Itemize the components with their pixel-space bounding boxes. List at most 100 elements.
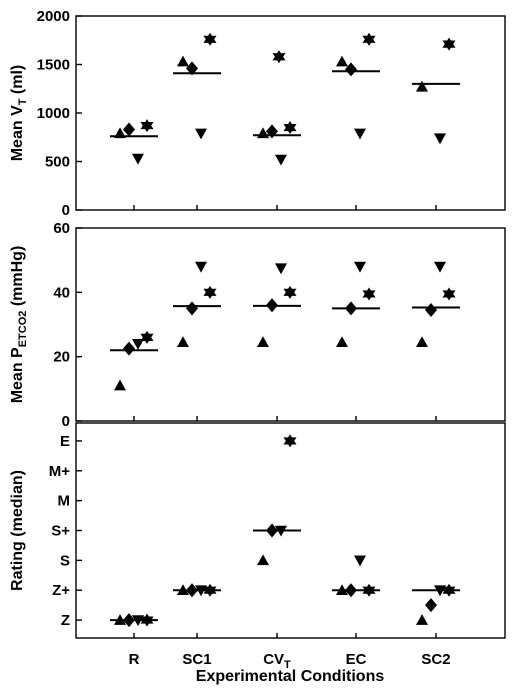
y-tick-label: S+ bbox=[51, 523, 70, 540]
data-point-star bbox=[362, 32, 376, 46]
y-axis-title-subscript: T bbox=[17, 98, 29, 105]
y-tick-label: 60 bbox=[53, 220, 70, 237]
data-point-star bbox=[272, 50, 286, 64]
y-axis-title-unit: (mmHg) bbox=[9, 246, 26, 311]
data-point-star bbox=[203, 32, 217, 46]
y-tick-label: 2000 bbox=[37, 8, 70, 25]
y-tick-label: 20 bbox=[53, 349, 70, 366]
data-point-triangle-up bbox=[257, 336, 269, 347]
data-point-star bbox=[442, 287, 456, 301]
data-point-diamond bbox=[425, 598, 437, 613]
data-point-star bbox=[442, 37, 456, 51]
y-tick-label: M bbox=[58, 493, 71, 510]
data-point-diamond bbox=[266, 124, 278, 139]
data-point-triangle-up bbox=[114, 127, 126, 139]
data-point-triangle-up bbox=[416, 614, 428, 625]
y-tick-label: 500 bbox=[45, 154, 70, 171]
data-point-diamond bbox=[186, 301, 198, 316]
data-point-diamond bbox=[345, 583, 357, 598]
data-point-diamond bbox=[345, 301, 357, 316]
data-point-triangle-down bbox=[354, 555, 366, 567]
data-point-triangle-down bbox=[195, 128, 207, 140]
y-tick-label: 0 bbox=[62, 202, 70, 219]
data-point-diamond bbox=[266, 298, 278, 313]
data-point-diamond bbox=[425, 303, 437, 318]
y-axis-title-subscript: ETCO2 bbox=[17, 311, 29, 348]
data-point-triangle-down bbox=[132, 615, 144, 627]
data-point-diamond bbox=[345, 62, 357, 77]
data-point-star bbox=[442, 583, 456, 597]
y-tick-label: 1000 bbox=[37, 105, 70, 122]
data-point-star bbox=[283, 285, 297, 299]
data-point-triangle-up bbox=[336, 55, 348, 67]
data-point-triangle-up bbox=[257, 127, 269, 139]
x-category-labels: R SC1 CVT EC SC2 bbox=[129, 651, 451, 671]
y-axis-title-unit: (ml) bbox=[9, 65, 26, 99]
data-point-star bbox=[203, 285, 217, 299]
x-tick-label-main: R bbox=[129, 651, 140, 668]
x-tick-label: CVT bbox=[263, 651, 291, 671]
data-point-star bbox=[203, 583, 217, 597]
data-point-triangle-down bbox=[354, 261, 366, 273]
data-point-triangle-down bbox=[354, 128, 366, 140]
x-tick-label-main: EC bbox=[346, 651, 367, 668]
y-axis-title: Rating (median) bbox=[9, 470, 26, 591]
data-point-triangle-up bbox=[114, 614, 126, 625]
data-point-star bbox=[283, 121, 297, 135]
data-point-triangle-up bbox=[177, 584, 189, 596]
panel-frame bbox=[75, 227, 506, 422]
data-point-diamond bbox=[266, 523, 278, 538]
data-point-star bbox=[283, 434, 297, 448]
y-tick-label: E bbox=[60, 433, 70, 450]
x-tick-label: R bbox=[129, 651, 140, 668]
x-tick-label-subscript: T bbox=[284, 659, 291, 671]
panel-petco2: 0 20 40 60 Mean PETCO2 (mmHg) bbox=[9, 220, 506, 430]
data-point-triangle-down bbox=[434, 585, 446, 597]
y-axis-title-main: Mean V bbox=[9, 105, 26, 161]
x-tick-label: SC1 bbox=[182, 651, 211, 668]
data-point-triangle-down bbox=[434, 261, 446, 273]
data-point-triangle-up bbox=[416, 336, 428, 347]
x-tick-label-main: SC2 bbox=[421, 651, 450, 668]
data-point-triangle-down bbox=[275, 263, 287, 275]
data-point-star bbox=[140, 330, 154, 344]
data-point-diamond bbox=[186, 61, 198, 76]
x-tick-label-main: SC1 bbox=[182, 651, 211, 668]
panel-frame bbox=[75, 15, 506, 211]
data-point-triangle-down bbox=[434, 133, 446, 145]
data-point-triangle-up bbox=[177, 55, 189, 67]
data-point-diamond bbox=[123, 341, 135, 356]
y-tick-label: M+ bbox=[49, 463, 70, 480]
data-point-triangle-up bbox=[177, 336, 189, 347]
x-tick-label: SC2 bbox=[421, 651, 450, 668]
data-point-diamond bbox=[186, 583, 198, 598]
panel-vt: 0 500 1000 1500 2000 Mean VT (ml) bbox=[9, 8, 506, 219]
panel-rating: Z Z+ S S+ M M+ E Rating (median) bbox=[9, 422, 506, 639]
y-axis-title-main: Rating (median) bbox=[9, 470, 26, 591]
data-point-star bbox=[140, 119, 154, 133]
x-tick-label-main: CV bbox=[263, 651, 284, 668]
data-point-triangle-up bbox=[114, 379, 126, 391]
data-point-triangle-up bbox=[336, 584, 348, 596]
data-point-triangle-down bbox=[132, 339, 144, 350]
data-point-triangle-down bbox=[275, 154, 287, 166]
y-tick-label: S bbox=[60, 552, 70, 569]
data-point-triangle-up bbox=[257, 554, 269, 566]
y-tick-label: 0 bbox=[62, 413, 70, 430]
y-tick-label: Z bbox=[61, 612, 70, 629]
data-point-star bbox=[362, 287, 376, 301]
y-axis-title: Mean PETCO2 (mmHg) bbox=[9, 246, 29, 404]
data-point-triangle-down bbox=[195, 585, 207, 597]
y-tick-label: 40 bbox=[53, 284, 70, 301]
y-axis-title-main: Mean P bbox=[9, 347, 26, 403]
data-point-diamond bbox=[123, 613, 135, 628]
data-point-triangle-up bbox=[416, 80, 428, 92]
data-point-star bbox=[362, 583, 376, 597]
data-point-triangle-down bbox=[132, 153, 144, 165]
x-axis-title: Experimental Conditions bbox=[196, 668, 385, 685]
data-point-triangle-down bbox=[275, 525, 287, 537]
data-point-star bbox=[140, 613, 154, 627]
data-point-diamond bbox=[123, 122, 135, 137]
data-point-triangle-down bbox=[195, 261, 207, 273]
